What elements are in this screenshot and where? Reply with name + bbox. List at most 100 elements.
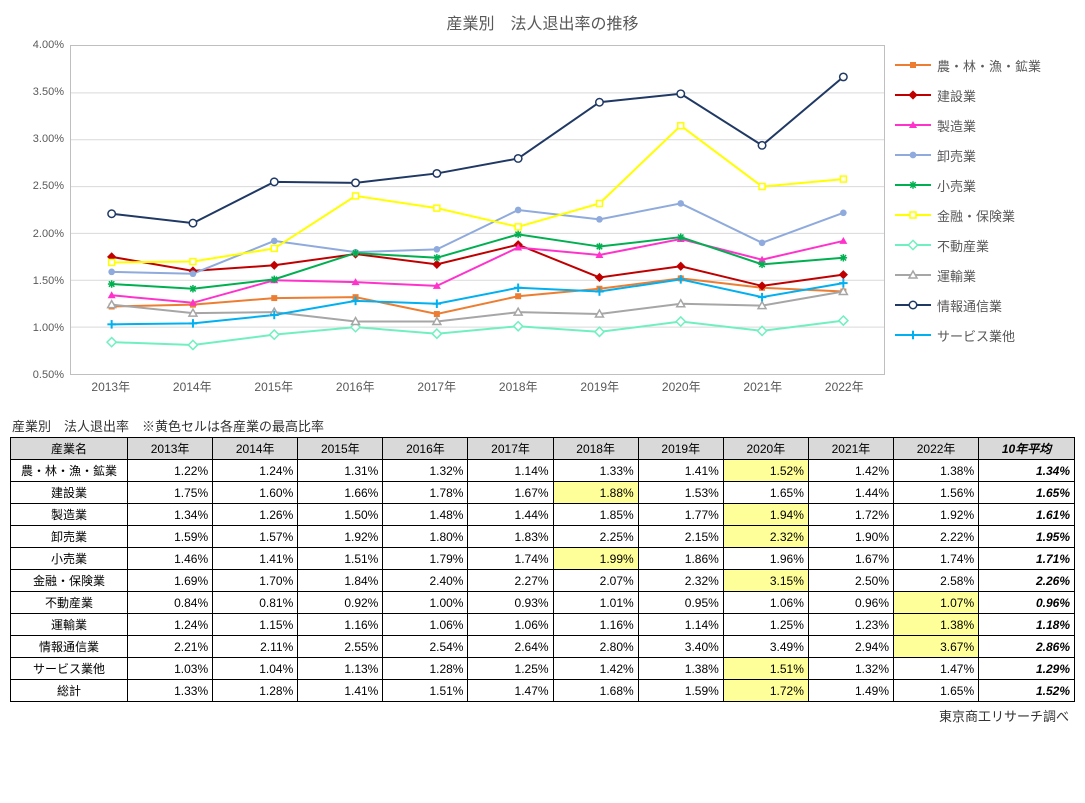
table-cell: 1.74% — [894, 548, 979, 570]
table-cell: 1.22% — [128, 460, 213, 482]
row-header: 製造業 — [11, 504, 128, 526]
legend-item: 金融・保険業 — [895, 200, 1070, 230]
table-cell: 0.96% — [808, 592, 893, 614]
table-cell: 1.41% — [638, 460, 723, 482]
table-cell: 1.90% — [808, 526, 893, 548]
table-cell-avg: 1.65% — [979, 482, 1075, 504]
legend-label: 運輸業 — [937, 266, 976, 285]
table-cell: 1.51% — [383, 680, 468, 702]
legend-item: 卸売業 — [895, 140, 1070, 170]
x-tick: 2014年 — [173, 378, 212, 395]
row-header: 金融・保険業 — [11, 570, 128, 592]
y-tick: 1.50% — [33, 275, 64, 287]
table-cell: 1.33% — [553, 460, 638, 482]
legend-item: 製造業 — [895, 110, 1070, 140]
table-cell-avg: 1.52% — [979, 680, 1075, 702]
table-cell: 1.51% — [723, 658, 808, 680]
table-cell: 1.67% — [808, 548, 893, 570]
table-cell: 1.25% — [723, 614, 808, 636]
legend-swatch — [895, 154, 931, 156]
table-cell: 3.40% — [638, 636, 723, 658]
table-cell: 1.06% — [468, 614, 553, 636]
table-cell: 1.06% — [723, 592, 808, 614]
table-cell: 1.44% — [468, 504, 553, 526]
table-row: サービス業他1.03%1.04%1.13%1.28%1.25%1.42%1.38… — [11, 658, 1075, 680]
y-tick: 1.00% — [33, 322, 64, 334]
x-tick: 2016年 — [336, 378, 375, 395]
table-cell: 1.72% — [808, 504, 893, 526]
table-cell: 1.16% — [553, 614, 638, 636]
table-cell: 1.38% — [894, 460, 979, 482]
table-cell: 1.65% — [894, 680, 979, 702]
table-cell: 1.60% — [213, 482, 298, 504]
row-header: 農・林・漁・鉱業 — [11, 460, 128, 482]
table-cell: 2.22% — [894, 526, 979, 548]
table-cell: 1.23% — [808, 614, 893, 636]
table-row: 情報通信業2.21%2.11%2.55%2.54%2.64%2.80%3.40%… — [11, 636, 1075, 658]
table-row: 総計1.33%1.28%1.41%1.51%1.47%1.68%1.59%1.7… — [11, 680, 1075, 702]
table-cell: 2.54% — [383, 636, 468, 658]
legend-label: 製造業 — [937, 116, 976, 135]
table-cell: 2.21% — [128, 636, 213, 658]
x-axis: 2013年2014年2015年2016年2017年2018年2019年2020年… — [70, 378, 885, 398]
table-row: 卸売業1.59%1.57%1.92%1.80%1.83%2.25%2.15%2.… — [11, 526, 1075, 548]
legend-swatch — [895, 184, 931, 186]
table-row: 農・林・漁・鉱業1.22%1.24%1.31%1.32%1.14%1.33%1.… — [11, 460, 1075, 482]
table-cell: 0.81% — [213, 592, 298, 614]
table-cell: 1.84% — [298, 570, 383, 592]
row-header: 運輸業 — [11, 614, 128, 636]
table-row: 金融・保険業1.69%1.70%1.84%2.40%2.27%2.07%2.32… — [11, 570, 1075, 592]
legend-item: 運輸業 — [895, 260, 1070, 290]
table-header: 2013年 — [128, 438, 213, 460]
legend-label: サービス業他 — [937, 326, 1015, 345]
table-cell: 1.33% — [128, 680, 213, 702]
table-cell: 1.32% — [383, 460, 468, 482]
table-cell: 1.28% — [213, 680, 298, 702]
legend-swatch — [895, 274, 931, 276]
table-cell: 1.92% — [298, 526, 383, 548]
table-cell: 1.85% — [553, 504, 638, 526]
table-cell: 2.80% — [553, 636, 638, 658]
table-header: 2017年 — [468, 438, 553, 460]
x-tick: 2017年 — [417, 378, 456, 395]
table-cell: 1.46% — [128, 548, 213, 570]
y-tick: 4.00% — [33, 39, 64, 51]
table-cell: 1.32% — [808, 658, 893, 680]
table-cell: 1.04% — [213, 658, 298, 680]
table-cell: 1.41% — [298, 680, 383, 702]
table-cell: 1.65% — [723, 482, 808, 504]
table-cell: 0.95% — [638, 592, 723, 614]
table-cell: 1.86% — [638, 548, 723, 570]
x-tick: 2021年 — [743, 378, 782, 395]
table-cell: 1.44% — [808, 482, 893, 504]
table-cell-avg: 1.61% — [979, 504, 1075, 526]
table-cell: 1.75% — [128, 482, 213, 504]
y-tick: 0.50% — [33, 369, 64, 381]
legend-label: 卸売業 — [937, 146, 976, 165]
chart-container: 産業別 法人退出率の推移 0.50%1.00%1.50%2.00%2.50%3.… — [10, 10, 1075, 410]
table-cell: 1.14% — [638, 614, 723, 636]
row-header: 総計 — [11, 680, 128, 702]
x-tick: 2018年 — [499, 378, 538, 395]
table-cell: 2.32% — [723, 526, 808, 548]
table-cell: 1.06% — [383, 614, 468, 636]
table-cell: 1.14% — [468, 460, 553, 482]
table-row: 製造業1.34%1.26%1.50%1.48%1.44%1.85%1.77%1.… — [11, 504, 1075, 526]
table-cell: 1.15% — [213, 614, 298, 636]
table-header: 2020年 — [723, 438, 808, 460]
table-cell: 2.15% — [638, 526, 723, 548]
legend-item: 不動産業 — [895, 230, 1070, 260]
legend-item: サービス業他 — [895, 320, 1070, 350]
table-cell: 1.67% — [468, 482, 553, 504]
row-header: サービス業他 — [11, 658, 128, 680]
legend-item: 情報通信業 — [895, 290, 1070, 320]
legend-label: 農・林・漁・鉱業 — [937, 56, 1041, 75]
table-cell: 3.49% — [723, 636, 808, 658]
table-cell: 1.49% — [808, 680, 893, 702]
table-cell: 1.94% — [723, 504, 808, 526]
table-cell: 2.11% — [213, 636, 298, 658]
table-cell: 1.07% — [894, 592, 979, 614]
table-cell: 1.13% — [298, 658, 383, 680]
legend-swatch — [895, 334, 931, 336]
legend-swatch — [895, 124, 931, 126]
